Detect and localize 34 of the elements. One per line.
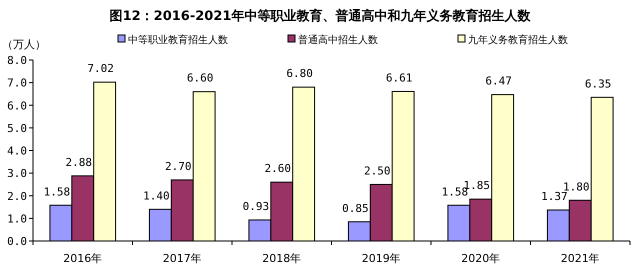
title: 图12：2016-2021年中等职业教育、普通高中和九年义务教育招生人数 [110,9,530,24]
x-tick-label: 2018年 [262,252,302,265]
y-tick-label: 8.0 [7,54,27,67]
data-label: 6.61 [386,71,412,84]
data-label: 2.50 [364,164,390,178]
data-label: 2.70 [165,160,192,173]
data-label: 1.40 [143,189,170,202]
y-tick-label: 2.0 [7,190,27,203]
legend-label: 九年义务教育招生人数 [468,34,568,46]
data-label: 6.47 [485,74,512,88]
data-label: 6.80 [286,67,313,80]
data-label: 7.02 [87,62,114,76]
data-label: 2.60 [264,162,291,176]
y-tick-label: 7.0 [7,76,27,90]
x-tick-label: 2019年 [362,252,401,265]
data-label: 1.58 [44,185,70,198]
y-tick-label: 4.0 [7,144,27,158]
legend-label: 中等职业教育招生人数 [128,34,228,46]
ylabel: （万人） [2,38,46,51]
x-tick-label: 2017年 [162,252,202,265]
data-label: 2.88 [66,156,92,169]
x-tick-label: 2020年 [461,252,500,265]
data-label: 6.35 [584,77,612,90]
data-label: 0.85 [342,202,369,215]
x-tick-label: 2016年 [63,252,102,265]
data-label: 6.60 [186,72,214,85]
y-tick-label: 5.0 [7,122,27,135]
y-tick-label: 1.0 [7,212,27,226]
y-tick-label: 3.0 [7,167,27,180]
legend-label: 普通高中招生人数 [298,34,378,46]
data-label: 0.93 [242,200,270,213]
y-tick-label: 6.0 [7,99,27,112]
y-tick-label: 0.0 [7,235,27,248]
x-tick-label: 2021年 [560,252,600,265]
